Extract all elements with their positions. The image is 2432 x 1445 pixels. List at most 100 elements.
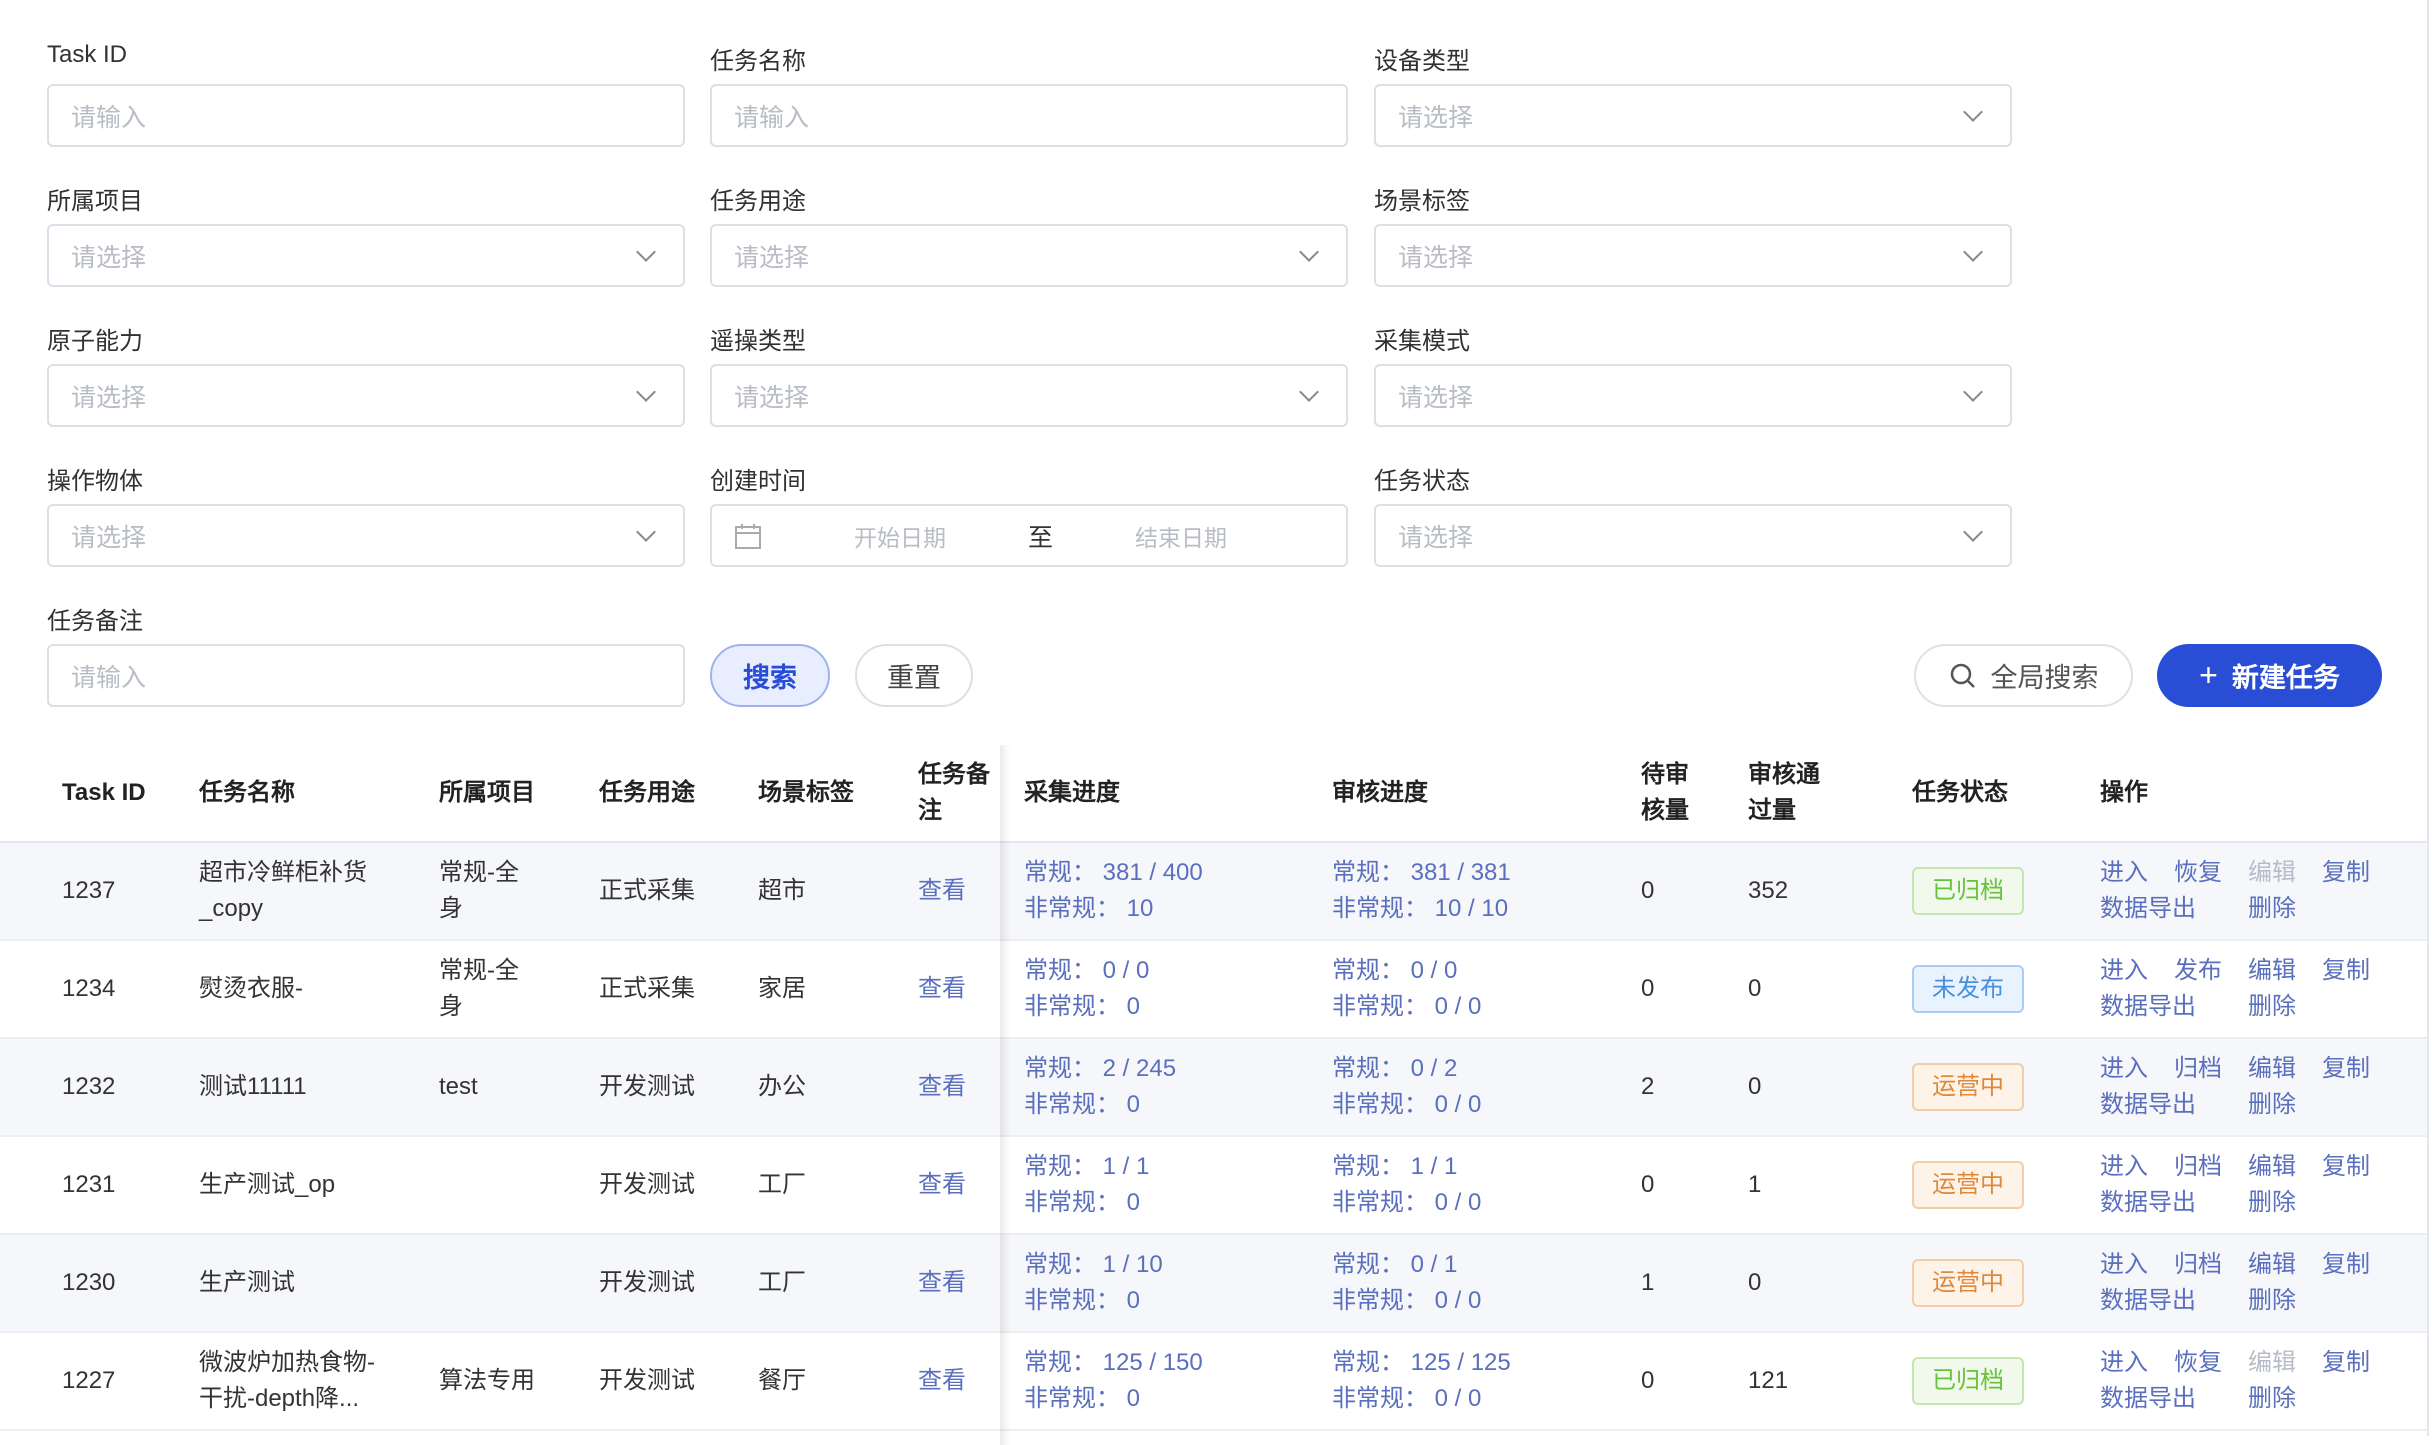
action-copy[interactable]: 复制 [2322,957,2370,984]
action-export-data[interactable]: 数据导出 [2100,1091,2196,1118]
action-edit[interactable]: 编辑 [2248,1055,2296,1082]
action-restore[interactable]: 恢复 [2174,1349,2222,1376]
action-export-data[interactable]: 数据导出 [2100,1287,2196,1314]
status-badge: 未发布 [1912,965,2024,1013]
purpose-select[interactable]: 请选择 [710,224,1348,287]
table-row[interactable]: 1234 熨烫衣服- 常规-全 身 正式采集 家居 查看 常规： 0 / 0 非常规： 0 常规… [0,941,2427,1039]
task_id-input[interactable]: 请输入 [47,84,685,147]
purpose: 开发测试 [599,1269,695,1296]
remark-placeholder: 请输入 [71,663,147,692]
row-actions: 进入 归档 编辑 复制数据导出 删除 [2100,1051,2370,1123]
action-copy[interactable]: 复制 [2322,1349,2370,1376]
action-edit[interactable]: 编辑 [2248,1153,2296,1180]
task-name: 超市冷鲜柜补货 _copy [199,859,367,922]
chevron-down-icon [636,381,656,402]
table-row[interactable]: 1231 生产测试_op 开发测试 工厂 查看 常规： 1 / 1 非常规： 0 常规： 1 … [0,1137,2427,1235]
created-label: 创建时间 [710,468,806,495]
table-row[interactable]: 1237 超市冷鲜柜补货 _copy 常规-全 身 正式采集 超市 查看 常规： 381 /… [0,843,2427,941]
table-header: Task ID 任务名称 所属项目 任务用途 场景标签 任务备注 采集进度 审核进度 待审 核量… [0,745,2427,843]
view-remark-link[interactable]: 查看 [918,975,966,1002]
scene_tag-label: 场景标签 [1374,188,1470,215]
search-button[interactable]: 搜索 [710,644,830,707]
end-date-input[interactable]: 结束日期 [1135,524,1228,551]
device_type-select[interactable]: 请选择 [1374,84,2012,147]
mode-select[interactable]: 请选择 [1374,364,2012,427]
action-export-data[interactable]: 数据导出 [2100,993,2196,1020]
remark-input[interactable]: 请输入 [47,644,685,707]
global-search-button[interactable]: 全局搜索 [1914,644,2133,707]
action-enter[interactable]: 进入 [2100,1153,2148,1180]
action-restore[interactable]: 恢复 [2174,859,2222,886]
scene-tag: 工厂 [758,1269,806,1296]
action-enter[interactable]: 进入 [2100,859,2148,886]
scene-tag: 家居 [758,975,806,1002]
view-remark-link[interactable]: 查看 [918,877,966,904]
action-enter[interactable]: 进入 [2100,1251,2148,1278]
table-row[interactable]: 1230 生产测试 开发测试 工厂 查看 常规： 1 / 10 非常规： 0 常规： 0 / … [0,1235,2427,1333]
action-delete[interactable]: 删除 [2248,895,2296,922]
action-export-data[interactable]: 数据导出 [2100,895,2196,922]
action-copy[interactable]: 复制 [2322,1055,2370,1082]
teleop-select[interactable]: 请选择 [710,364,1348,427]
collect-irregular: 非常规： 10 [1024,895,1154,922]
header-review-progress: 审核进度 [1332,779,1428,806]
task_name-input[interactable]: 请输入 [710,84,1348,147]
teleop-label: 遥操类型 [710,328,806,355]
scene_tag-select[interactable]: 请选择 [1374,224,2012,287]
created-date-range[interactable]: 开始日期 至 结束日期 [710,504,1348,567]
action-delete[interactable]: 删除 [2248,1189,2296,1216]
action-archive[interactable]: 归档 [2174,1251,2222,1278]
teleop-placeholder: 请选择 [734,383,810,412]
atomic-select[interactable]: 请选择 [47,364,685,427]
table-row[interactable]: 1227 微波炉加热食物- 干扰-depth降... 算法专用 开发测试 餐厅 查看 常规：… [0,1333,2427,1431]
chevron-down-icon [1963,241,1983,262]
collect-regular: 常规： 0 / 0 [1024,957,1150,984]
action-delete[interactable]: 删除 [2248,993,2296,1020]
task-name: 微波炉加热食物- 干扰-depth降... [199,1349,375,1412]
action-delete[interactable]: 删除 [2248,1091,2296,1118]
collect-irregular: 非常规： 0 [1024,993,1141,1020]
header-project: 所属项目 [439,779,535,806]
passed-count: 0 [1748,975,1762,1002]
action-enter[interactable]: 进入 [2100,1349,2148,1376]
project-placeholder: 请选择 [71,243,147,272]
project-select[interactable]: 请选择 [47,224,685,287]
action-copy[interactable]: 复制 [2322,1153,2370,1180]
range-separator: 至 [1028,523,1054,552]
view-remark-link[interactable]: 查看 [918,1367,966,1394]
action-export-data[interactable]: 数据导出 [2100,1189,2196,1216]
action-delete[interactable]: 删除 [2248,1385,2296,1412]
action-copy[interactable]: 复制 [2322,1251,2370,1278]
chevron-down-icon [1299,241,1319,262]
status-badge: 运营中 [1912,1161,2024,1209]
review-regular: 常规： 125 / 125 [1332,1349,1511,1376]
action-enter[interactable]: 进入 [2100,1055,2148,1082]
table-row[interactable]: 1232 测试11111 test 开发测试 办公 查看 常规： 2 / 245 非常规： 0… [0,1039,2427,1137]
view-remark-link[interactable]: 查看 [918,1269,966,1296]
action-export-data[interactable]: 数据导出 [2100,1385,2196,1412]
action-edit[interactable]: 编辑 [2248,957,2296,984]
action-delete[interactable]: 删除 [2248,1287,2296,1314]
reset-button[interactable]: 重置 [855,644,973,707]
action-archive[interactable]: 归档 [2174,1055,2222,1082]
view-remark-link[interactable]: 查看 [918,1073,966,1100]
object-select[interactable]: 请选择 [47,504,685,567]
plus-icon: + [2199,657,2218,693]
action-publish[interactable]: 发布 [2174,957,2222,984]
passed-count: 121 [1748,1367,1789,1394]
action-copy[interactable]: 复制 [2322,859,2370,886]
new-task-button[interactable]: + 新建任务 [2157,644,2382,707]
collect-irregular: 非常规： 0 [1024,1287,1141,1314]
review-irregular: 非常规： 0 / 0 [1332,993,1482,1020]
action-edit: 编辑 [2248,859,2296,886]
action-edit[interactable]: 编辑 [2248,1251,2296,1278]
start-date-input[interactable]: 开始日期 [854,524,946,551]
reset-label: 重置 [887,663,941,693]
pending-count: 0 [1641,1367,1655,1394]
view-remark-link[interactable]: 查看 [918,1171,966,1198]
purpose-placeholder: 请选择 [734,243,810,272]
action-enter[interactable]: 进入 [2100,957,2148,984]
project-label: 所属项目 [47,188,143,215]
status-select[interactable]: 请选择 [1374,504,2012,567]
action-archive[interactable]: 归档 [2174,1153,2222,1180]
